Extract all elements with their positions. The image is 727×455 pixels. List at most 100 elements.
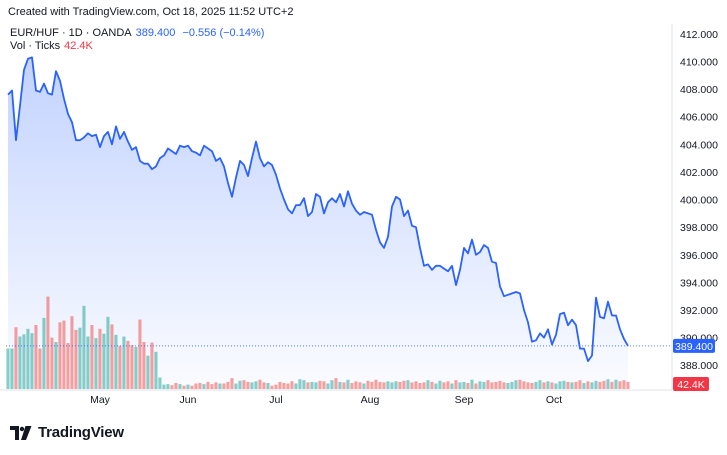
volume-bar [466,383,470,389]
volume-bar [258,379,262,389]
volume-bar [226,381,230,389]
tradingview-wordmark: TradingView [38,424,124,441]
x-tick-label: May [90,394,111,406]
price-series-line [7,56,629,363]
volume-bar [398,381,402,389]
chart-area[interactable]: 412.000 410.000 408.000 406.000 404.000 402.0… [0,24,727,410]
volume-bar [498,380,502,389]
volume-bar [162,384,166,389]
volume-bar [566,381,570,389]
volume-bar [386,381,390,389]
volume-bar [78,327,82,389]
volume-bar [618,381,622,389]
volume-bar [334,378,338,389]
volume-bar [526,382,530,389]
last-volume-tag-label: 42.4K [677,379,704,391]
x-tick-label: Aug [361,394,380,406]
volume-bar [302,380,306,389]
volume-bar [362,383,366,389]
volume-bar [146,355,150,389]
y-tick-label: 394.000 [680,277,718,289]
y-tick-label: 408.000 [680,84,718,96]
volume-bar [38,348,42,389]
volume-bar [470,379,474,389]
volume-bar [130,345,134,389]
volume-bar [22,334,26,389]
volume-bar [426,380,430,389]
volume-bar [246,381,250,389]
volume-bar [14,327,18,389]
volume-bar [522,381,526,389]
x-tick-label: Sep [455,394,474,406]
volume-bar [274,384,278,389]
volume-bar [542,382,546,389]
volume-bar [406,380,410,389]
volume-bar [138,319,142,389]
volume-bar [350,383,354,389]
volume-bar [510,381,514,389]
volume-bar [194,383,198,389]
volume-bar [430,381,434,389]
volume-bar [166,384,170,389]
volume-bar [250,382,254,389]
volume-bar [106,316,110,389]
volume-bar [338,381,342,389]
volume-bar [86,336,90,389]
volume-bar [110,324,114,389]
last-volume-tag [673,377,709,391]
volume-bar [34,325,38,389]
volume-bar [462,381,466,389]
tradingview-logo-icon [10,425,32,440]
volume-bar [158,377,162,389]
volume-bar [494,381,498,389]
volume-bar [626,381,630,389]
volume-bar [126,340,130,389]
volume-bar [270,385,274,389]
volume-bar [318,380,322,389]
volume-bar [218,383,222,389]
y-tick-label: 406.000 [680,112,718,124]
volume-bar [418,383,422,389]
volume-bar [394,381,398,389]
volume-bar [290,381,294,389]
volume-bar [434,383,438,389]
volume-bar [46,296,50,389]
volume-bar [546,381,550,389]
volume-bar [486,380,490,389]
price-chart[interactable]: 412.000 410.000 408.000 406.000 404.000 402.0… [0,24,727,410]
volume-bar [50,337,54,389]
volume-bar [242,380,246,389]
volume-bar [142,342,146,389]
volume-bar [298,379,302,389]
y-tick-label: 412.000 [680,29,718,41]
volume-bar [154,351,158,389]
price-area-fill [8,57,628,391]
volume-bar [446,381,450,389]
volume-bar [210,384,214,389]
volume-bar [410,382,414,389]
y-tick-label: 402.000 [680,167,718,179]
volume-bar [358,382,362,389]
volume-bar [286,383,290,389]
volume-bar [178,384,182,389]
volume-bar [374,379,378,389]
volume-bar [214,382,218,389]
volume-bar [558,381,562,389]
volume-bar [622,380,626,389]
volume-bar [6,348,10,389]
tradingview-logo[interactable]: TradingView [10,424,124,441]
volume-bar [574,381,578,389]
volume-bar [150,342,154,389]
x-tick-label: Jun [180,394,197,406]
volume-bar [54,342,58,389]
volume-bar [586,381,590,389]
volume-bar [238,380,242,389]
volume-bar [186,384,190,389]
symbol-name: EUR/HUF · 1D · OANDA [10,27,132,39]
volume-bar [370,381,374,389]
volume-bar [514,380,518,389]
volume-bar [90,325,94,389]
volume-bar [182,385,186,389]
volume-bar [506,383,510,389]
volume-bar [10,348,14,389]
